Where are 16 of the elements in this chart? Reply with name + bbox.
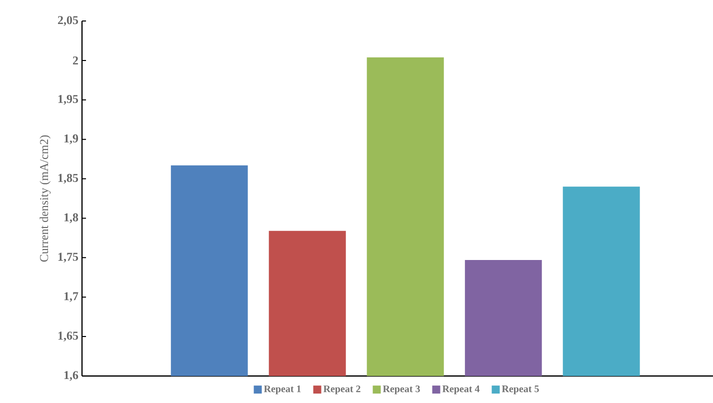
y-tick-label: 1,6: [64, 371, 78, 381]
y-axis-title: Current density (mA/cm2): [40, 135, 51, 262]
legend-label: Repeat 3: [382, 386, 420, 394]
y-tick-label: 2: [72, 56, 78, 64]
legend-label: Repeat 4: [442, 386, 480, 394]
y-tick-label: 1,95: [58, 94, 78, 105]
y-tick-label: 1,9: [64, 134, 78, 144]
legend-label: Repeat 2: [323, 386, 360, 394]
y-tick-label: 1,65: [58, 332, 78, 342]
y-tick-label: 1,75: [58, 252, 78, 263]
y-tick-label: 1,85: [58, 174, 78, 184]
y-tick-label: 1,8: [64, 213, 78, 224]
legend-label: Repeat 1: [264, 386, 301, 394]
legend-label: Repeat 5: [502, 386, 539, 394]
y-tick-label: 1,7: [64, 292, 78, 302]
y-tick-label: 2,05: [58, 16, 78, 26]
